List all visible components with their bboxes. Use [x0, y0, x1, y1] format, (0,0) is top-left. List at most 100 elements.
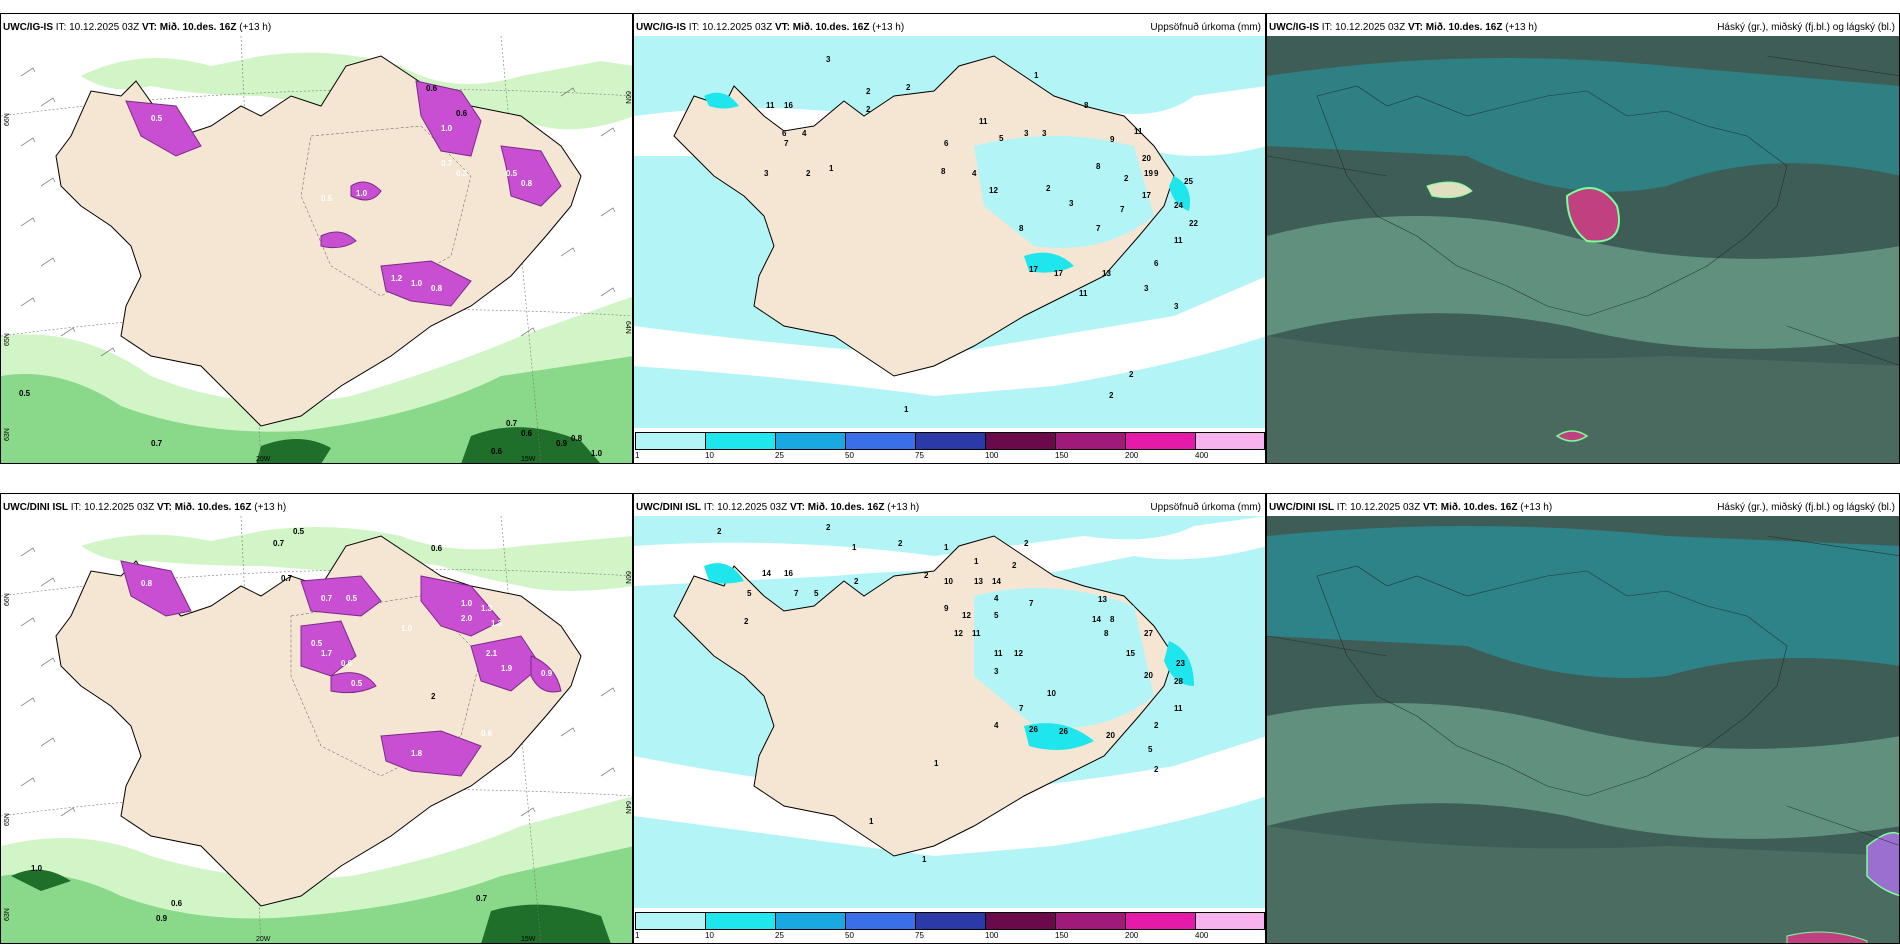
model-name: UWC/IG-IS — [3, 22, 53, 33]
precip-label: 20 — [1106, 731, 1115, 740]
precip-label: 26 — [1059, 727, 1068, 736]
precip-label: 8 — [1096, 162, 1101, 171]
precip-label: 20 — [1142, 154, 1151, 163]
panel-header: UWC/IG-IS IT: 10.12.2025 03Z VT: Mið. 10… — [636, 22, 904, 34]
snow-label: 2 — [431, 692, 436, 701]
precip-label: 2 — [1124, 174, 1129, 183]
precip-label: 26 — [1029, 725, 1038, 734]
precip-label: 2 — [826, 523, 831, 532]
precip-label: 2 — [866, 87, 871, 96]
colorbar-tick: 100 — [985, 931, 999, 940]
precip-labels: 3 2 2 1 11 16 2 6 7 4 2 1 3 11 6 5 3 8 3… — [764, 55, 1198, 414]
precip-label: 13 — [1102, 269, 1111, 278]
lat-label: 66N — [4, 593, 11, 606]
precip-labels: 2 2 1 2 1 2 1 14 16 5 7 5 2 2 2 10 13 14… — [717, 523, 1185, 864]
snow-label: 0.6 — [171, 899, 183, 908]
precip-label: 14 — [762, 569, 771, 578]
colorbar-box — [705, 912, 776, 930]
colorbar-tick: 25 — [775, 451, 784, 460]
precip-colorbar: 1 10 25 50 75 100 150 200 400 — [635, 912, 1265, 942]
model-name: UWC/DINI ISL — [636, 502, 701, 513]
precip-label: 1 — [869, 817, 874, 826]
snow-labels: 0.6 0.6 1.0 0.5 1.0 0.7 0.5 0.3 0.5 0.8 … — [19, 84, 603, 458]
precip-label: 12 — [962, 611, 971, 620]
colorbar-box — [915, 912, 986, 930]
snow-label: 1.8 — [411, 749, 423, 758]
snow-label: 0.5 — [346, 594, 358, 603]
map-panel-igis-cloud: UWC/IG-IS IT: 10.12.2025 03Z VT: Mið. 10… — [1266, 13, 1900, 464]
precip-label: 2 — [806, 169, 811, 178]
precip-label: 1 — [944, 543, 949, 552]
snow-label: 1.3 — [481, 604, 493, 613]
panel-header: UWC/DINI ISL IT: 10.12.2025 03Z VT: Mið.… — [3, 502, 286, 514]
precip-label: 2 — [854, 577, 859, 586]
lat-label: 65N — [4, 813, 11, 826]
precip-label: 1 — [829, 164, 834, 173]
snow-label: 0.9 — [556, 439, 568, 448]
colorbar-box — [775, 912, 846, 930]
colorbar-tick: 10 — [705, 451, 714, 460]
colorbar-box — [985, 432, 1056, 450]
precip-label: 1 — [934, 759, 939, 768]
precip-map: 3 2 2 1 11 16 2 6 7 4 2 1 3 11 6 5 3 8 3… — [634, 36, 1265, 428]
panel-title: Uppsöfnuð úrkoma (mm) — [1150, 502, 1261, 513]
precip-label: 2 — [1129, 370, 1134, 379]
snow-label: 0.9 — [541, 669, 553, 678]
snow-labels: 0.7 0.5 0.6 0.8 0.7 0.7 0.5 1.0 1.3 0.5 … — [31, 527, 553, 923]
snow-label: 0.5 — [506, 169, 518, 178]
precip-label: 19 — [1144, 169, 1153, 178]
snow-label: 0.7 — [281, 574, 293, 583]
cloud-map — [1267, 36, 1899, 463]
snow-label: 1.0 — [441, 124, 453, 133]
precip-colorbar: 1 10 25 50 75 100 150 200 400 — [635, 432, 1265, 462]
precip-label: 13 — [974, 577, 983, 586]
lon-label: 15W — [521, 456, 536, 463]
snow-label: 1.0 — [411, 279, 423, 288]
precip-label: 2 — [744, 617, 749, 626]
colorbar-box — [705, 432, 776, 450]
lead-time: (+13 h) — [254, 502, 287, 513]
valid-time: VT: Mið. 10.des. 16Z — [774, 22, 870, 33]
snow-label: 0.6 — [431, 544, 443, 553]
precip-label: 16 — [784, 101, 793, 110]
precip-label: 9 — [1110, 135, 1115, 144]
colorbar-box — [985, 912, 1056, 930]
colorbar-tick: 400 — [1195, 451, 1209, 460]
precip-label: 8 — [1084, 101, 1089, 110]
precip-label: 4 — [994, 594, 999, 603]
snow-label: 0.6 — [426, 84, 438, 93]
precip-label: 1 — [922, 855, 927, 864]
precip-label: 13 — [1098, 595, 1107, 604]
precip-label: 11 — [766, 101, 775, 110]
precip-label: 2 — [1109, 391, 1114, 400]
precip-label: 2 — [1154, 721, 1159, 730]
precip-label: 5 — [814, 589, 819, 598]
precip-label: 3 — [1069, 199, 1074, 208]
snow-label: 1.3 — [491, 619, 503, 628]
precip-label: 10 — [944, 577, 953, 586]
snow-map: 0.6 0.6 1.0 0.5 1.0 0.7 0.5 0.3 0.5 0.8 … — [1, 36, 632, 463]
snow-label: 0.7 — [441, 159, 453, 168]
lon-label: 15W — [521, 936, 536, 943]
panel-header: UWC/DINI ISL IT: 10.12.2025 03Z VT: Mið.… — [636, 502, 919, 514]
lon-label: 20W — [256, 936, 271, 943]
precip-label: 4 — [802, 129, 807, 138]
colorbar-tick: 150 — [1055, 451, 1069, 460]
precip-label: 2 — [1154, 765, 1159, 774]
model-name: UWC/IG-IS — [636, 22, 686, 33]
precip-label: 4 — [994, 721, 999, 730]
map-panel-dini-precip: UWC/DINI ISL IT: 10.12.2025 03Z VT: Mið.… — [633, 493, 1266, 944]
precip-label: 2 — [1024, 539, 1029, 548]
snow-label: 0.7 — [506, 419, 518, 428]
precip-label: 5 — [1148, 745, 1153, 754]
snow-label: 0.5 — [151, 114, 163, 123]
snow-label: 0.7 — [476, 894, 488, 903]
snow-label: 1.0 — [356, 189, 368, 198]
snow-label: 0.5 — [19, 389, 31, 398]
snow-label: 0.5 — [351, 679, 363, 688]
precip-label: 5 — [994, 611, 999, 620]
precip-label: 8 — [1019, 224, 1024, 233]
snow-label: 0.7 — [321, 594, 333, 603]
precip-label: 8 — [1104, 629, 1109, 638]
panel-header: UWC/IG-IS IT: 10.12.2025 03Z VT: Mið. 10… — [3, 22, 271, 34]
